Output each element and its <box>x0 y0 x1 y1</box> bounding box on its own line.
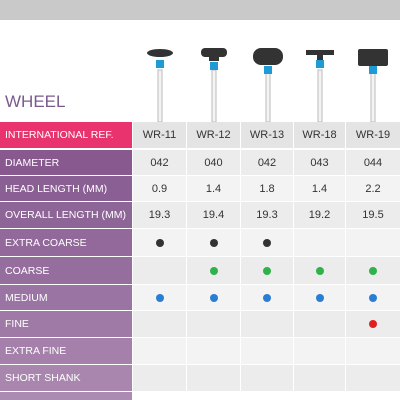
dot-cell <box>294 365 345 391</box>
dot-cell <box>133 311 186 337</box>
grit-dot <box>315 293 324 302</box>
dot-cell <box>241 257 293 284</box>
dot-cell <box>241 338 293 364</box>
grit-dot <box>209 266 218 275</box>
value-cell: 19.3 <box>241 202 293 228</box>
value-cell: 044 <box>346 150 400 175</box>
row-label: HEAD LENGTH (MM) <box>0 176 132 201</box>
dot-cell <box>133 229 186 256</box>
value-cell: 1.4 <box>294 176 345 201</box>
header-cell: WR-11 <box>133 122 186 148</box>
dot-cell <box>294 257 345 284</box>
grit-dot <box>263 238 271 247</box>
dot-cell <box>294 311 345 337</box>
dot-cell <box>346 338 400 364</box>
grit-dot <box>209 238 218 247</box>
header-label: INTERNATIONAL REF. <box>0 122 132 148</box>
top-bar <box>0 0 400 20</box>
dot-cell <box>133 365 186 391</box>
grit-dot <box>369 266 377 275</box>
value-cell: 2.2 <box>346 176 400 201</box>
row-label: SHORT SHANK <box>0 365 132 391</box>
dot-cell <box>346 365 400 391</box>
dot-cell <box>133 285 186 310</box>
grit-dot <box>369 320 377 328</box>
dot-cell <box>241 365 293 391</box>
dot-cell <box>294 229 345 256</box>
row-label: EXTRA COARSE <box>0 229 132 256</box>
dot-cell <box>187 365 240 391</box>
row-label: DIAMETER <box>0 150 132 175</box>
value-cell: 19.3 <box>133 202 186 228</box>
dot-cell <box>346 229 400 256</box>
dot-cell <box>241 285 293 310</box>
title: WHEEL <box>5 92 66 111</box>
row-label-partial <box>0 392 132 400</box>
dot-cell <box>187 229 240 256</box>
grit-dot <box>155 293 164 302</box>
value-cell: 19.4 <box>187 202 240 228</box>
header-cell: WR-19 <box>346 122 400 148</box>
dot-cell <box>346 285 400 310</box>
row-label: EXTRA FINE <box>0 338 132 364</box>
dot-cell <box>346 257 400 284</box>
grit-dot <box>315 266 324 275</box>
value-cell: 0.9 <box>133 176 186 201</box>
value-cell: 1.8 <box>241 176 293 201</box>
dot-cell <box>187 257 240 284</box>
dot-cell <box>241 229 293 256</box>
row-label: COARSE <box>0 257 132 284</box>
grit-dot <box>263 293 271 302</box>
dot-cell <box>187 311 240 337</box>
value-cell: 19.5 <box>346 202 400 228</box>
value-cell: 19.2 <box>294 202 345 228</box>
header-cell: WR-13 <box>241 122 293 148</box>
bur-images <box>147 48 388 122</box>
dot-cell <box>133 257 186 284</box>
grit-dot <box>155 238 164 247</box>
grit-dot <box>209 293 218 302</box>
row-label: FINE <box>0 311 132 337</box>
header-cell: WR-12 <box>187 122 240 148</box>
dot-cell <box>133 338 186 364</box>
value-cell: 040 <box>187 150 240 175</box>
value-cell: 043 <box>294 150 345 175</box>
dot-cell <box>241 311 293 337</box>
row-label: MEDIUM <box>0 285 132 310</box>
dot-cell <box>294 338 345 364</box>
dot-cell <box>187 338 240 364</box>
header-cell: WR-18 <box>294 122 345 148</box>
row-label: OVERALL LENGTH (MM) <box>0 202 132 228</box>
dot-cell <box>346 311 400 337</box>
grit-dot <box>369 293 377 302</box>
dot-cell <box>187 285 240 310</box>
value-cell: 042 <box>133 150 186 175</box>
grit-dot <box>263 266 271 275</box>
value-cell: 042 <box>241 150 293 175</box>
value-cell: 1.4 <box>187 176 240 201</box>
dot-cell <box>294 285 345 310</box>
